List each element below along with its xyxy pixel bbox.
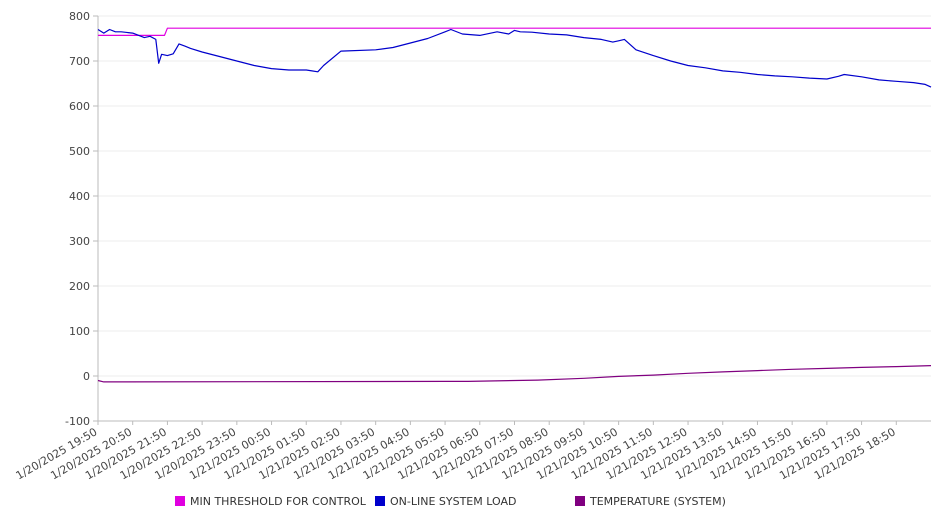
legend-swatch-on-line-system-load <box>375 496 385 506</box>
axes <box>93 15 931 425</box>
legend: MIN THRESHOLD FOR CONTROL ON-LINE SYSTEM … <box>175 495 726 508</box>
series-line-min-threshold-for-control <box>98 27 931 37</box>
series-line-on-line-system-load <box>97 28 932 88</box>
series-lines <box>97 27 932 383</box>
y-tick-label: 500 <box>69 145 90 158</box>
series-line-temperature-system <box>97 365 932 383</box>
y-tick-label: 100 <box>69 325 90 338</box>
y-axis-tick-labels: 800 700 600 500 400 300 200 100 0 -100 <box>65 10 90 428</box>
legend-swatch-min-threshold-for-control <box>175 496 185 506</box>
legend-label-min-threshold-for-control: MIN THRESHOLD FOR CONTROL <box>190 495 367 508</box>
y-tick-label: 300 <box>69 235 90 248</box>
y-tick-label: 800 <box>69 10 90 23</box>
legend-label-on-line-system-load: ON-LINE SYSTEM LOAD <box>390 495 516 508</box>
legend-label-temperature-system: TEMPERATURE (SYSTEM) <box>589 495 726 508</box>
y-tick-label: 700 <box>69 55 90 68</box>
y-tick-label: 0 <box>83 370 90 383</box>
legend-swatch-temperature-system <box>575 496 585 506</box>
y-tick-label: -100 <box>65 415 90 428</box>
y-tick-label: 400 <box>69 190 90 203</box>
y-tick-label: 600 <box>69 100 90 113</box>
x-axis-tick-labels: 1/20/2025 19:501/20/2025 20:501/20/2025 … <box>14 425 898 482</box>
grid-lines <box>98 15 931 422</box>
y-tick-label: 200 <box>69 280 90 293</box>
